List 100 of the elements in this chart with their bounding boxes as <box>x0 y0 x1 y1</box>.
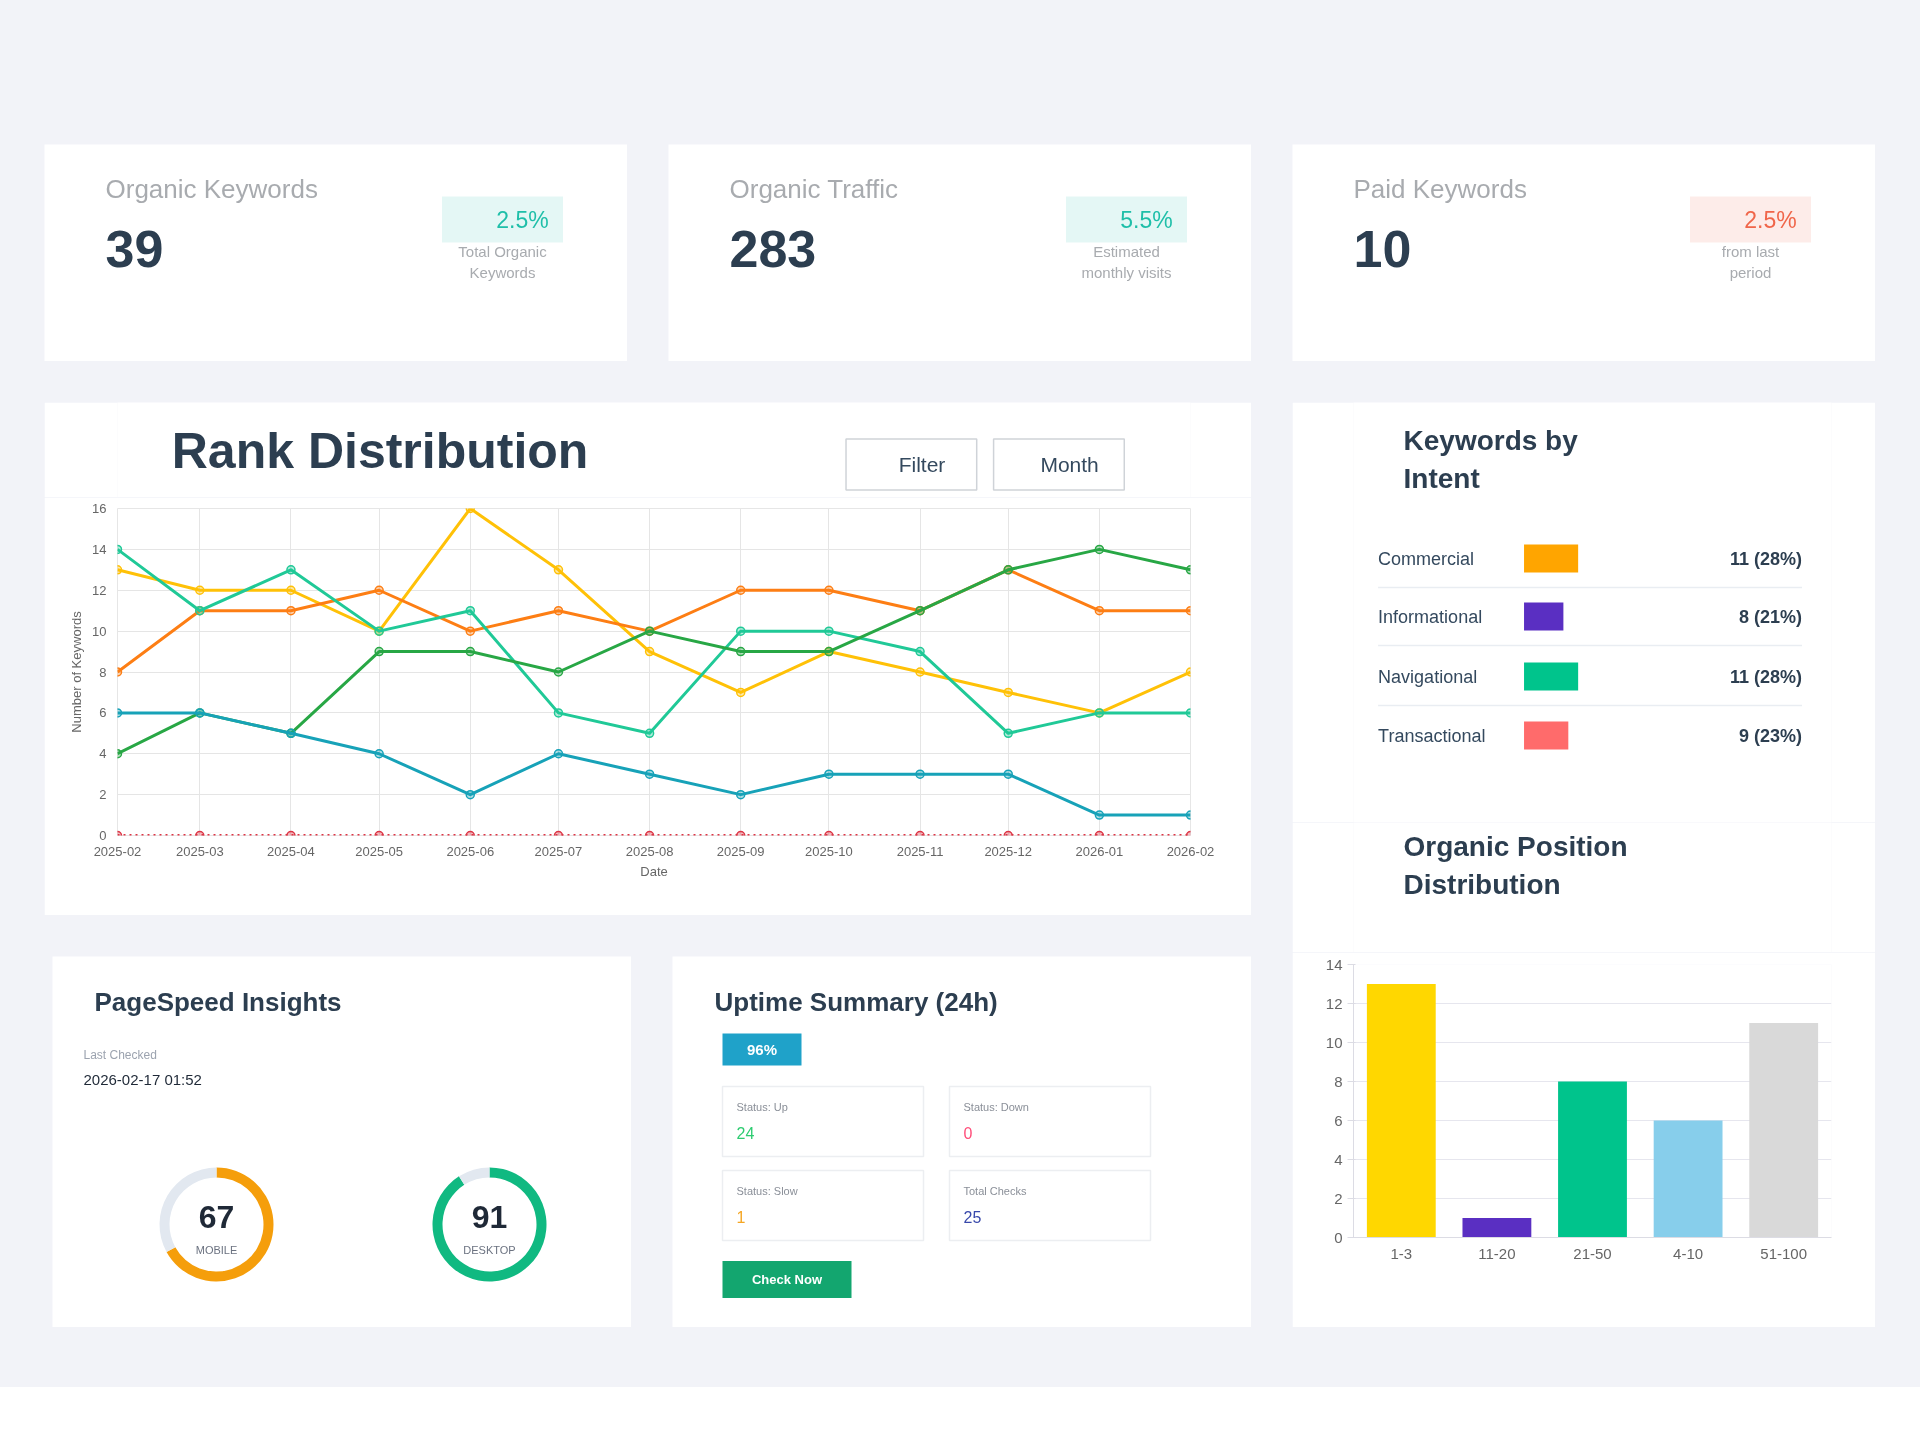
y-tick-label: Navigational <box>1378 666 1478 687</box>
point <box>553 605 564 616</box>
point <box>374 646 384 657</box>
chart-title: PageSpeed Insights <box>94 986 342 1017</box>
point <box>735 687 746 698</box>
text: 2.5% <box>496 206 549 233</box>
text: 283 <box>729 219 817 278</box>
x-tick-label: 2025-12 <box>984 843 1033 859</box>
text: Status: Down <box>963 1100 1029 1113</box>
y-tick-label: 14 <box>1325 955 1343 973</box>
text: Last Checked <box>83 1047 157 1062</box>
text: 1 <box>736 1208 746 1226</box>
x-tick-label: 2026-02 <box>1166 843 1215 859</box>
y-tick-label: Transactional <box>1378 725 1486 746</box>
text: Filter <box>898 453 946 476</box>
y-tick-label: 14 <box>92 541 107 557</box>
text: 2.5% <box>1744 206 1797 233</box>
text: Status: Up <box>736 1100 788 1113</box>
point <box>465 626 476 636</box>
point <box>286 565 296 575</box>
x-tick-label: 2026-01 <box>1075 843 1124 859</box>
data-label: 67 <box>198 1198 235 1235</box>
y-tick-label: 2 <box>99 787 107 803</box>
point <box>915 769 925 779</box>
y-tick-label: 4 <box>1334 1150 1343 1168</box>
point <box>824 769 834 779</box>
text: 96% <box>746 1041 778 1058</box>
data-label: 9 (23%) <box>1738 725 1802 746</box>
text: Paid Keywords <box>1353 173 1527 204</box>
y-tick-label: 16 <box>92 501 107 516</box>
x-tick-label: 4-10 <box>1673 1244 1704 1262</box>
y-tick-label: 4 <box>99 746 107 762</box>
y-axis-title: Number of Keywords <box>69 610 85 733</box>
x-tick-label: 2025-05 <box>355 843 403 859</box>
text: Month <box>1040 453 1099 476</box>
x-tick-label: 2025-02 <box>93 843 142 859</box>
point <box>644 646 655 657</box>
data-label: 8 (21%) <box>1738 606 1802 627</box>
point <box>465 646 476 657</box>
text: Total Organic Keywords <box>458 242 548 281</box>
x-tick-label: 2025-03 <box>175 843 224 859</box>
y-tick-label: 8 <box>99 664 107 680</box>
text: 24 <box>736 1124 755 1142</box>
point <box>553 565 564 575</box>
chart-title: Keywords by Intent <box>1403 424 1579 495</box>
slice-label: DESKTOP <box>463 1243 516 1256</box>
text: Estimated monthly visits <box>1081 242 1172 281</box>
y-tick-label: 0 <box>1334 1228 1343 1246</box>
point <box>735 646 746 657</box>
text: Organic Traffic <box>729 173 899 204</box>
y-tick-label: Informational <box>1378 606 1483 627</box>
text: Total Checks <box>963 1184 1027 1197</box>
text: 2026-02-17 01:52 <box>83 1071 202 1088</box>
chart-title: Rank Distribution <box>171 422 589 479</box>
point <box>1094 810 1105 820</box>
y-tick-label: 12 <box>1325 994 1343 1012</box>
text: Organic Keywords <box>105 173 318 204</box>
point <box>915 646 925 657</box>
y-tick-label: 10 <box>1325 1033 1343 1051</box>
point <box>465 605 476 616</box>
point <box>195 585 205 595</box>
point <box>735 585 746 595</box>
point <box>644 728 655 739</box>
x-tick-label: 51-100 <box>1760 1244 1808 1262</box>
y-tick-label: 6 <box>99 705 107 721</box>
x-tick-label: 2025-08 <box>625 843 674 859</box>
point <box>1094 544 1105 555</box>
y-tick-label: Commercial <box>1378 548 1475 569</box>
point <box>374 585 384 595</box>
point <box>915 667 925 677</box>
x-tick-label: 2025-07 <box>534 843 583 859</box>
point <box>465 789 476 800</box>
chart-title: Organic Position Distribution <box>1403 830 1628 901</box>
y-tick-label: 8 <box>1334 1072 1343 1090</box>
slice-label: MOBILE <box>195 1243 238 1256</box>
y-tick-label: 2 <box>1334 1189 1343 1207</box>
text: 25 <box>963 1208 982 1226</box>
x-tick-label: 2025-11 <box>896 843 944 859</box>
y-tick-label: 12 <box>92 582 107 598</box>
x-tick-label: 2025-09 <box>716 843 765 859</box>
y-tick-label: 0 <box>99 828 107 843</box>
text: from last period <box>1721 242 1781 281</box>
bar <box>1558 1081 1627 1238</box>
point <box>286 585 296 595</box>
point <box>735 789 746 800</box>
point <box>1003 769 1013 779</box>
point <box>1003 728 1013 739</box>
point <box>286 605 296 616</box>
data-label: 11 (28%) <box>1729 548 1802 569</box>
x-tick-label: 11-20 <box>1478 1244 1516 1262</box>
text: Status: Slow <box>736 1184 798 1197</box>
point <box>824 626 834 636</box>
text: 0 <box>963 1124 973 1142</box>
x-tick-label: 2025-04 <box>267 843 315 859</box>
point <box>824 585 834 595</box>
text: 5.5% <box>1120 206 1173 233</box>
bar <box>1462 1218 1532 1238</box>
point <box>1003 687 1013 698</box>
bar <box>1653 1120 1723 1238</box>
x-tick-label: 1-3 <box>1390 1244 1413 1262</box>
